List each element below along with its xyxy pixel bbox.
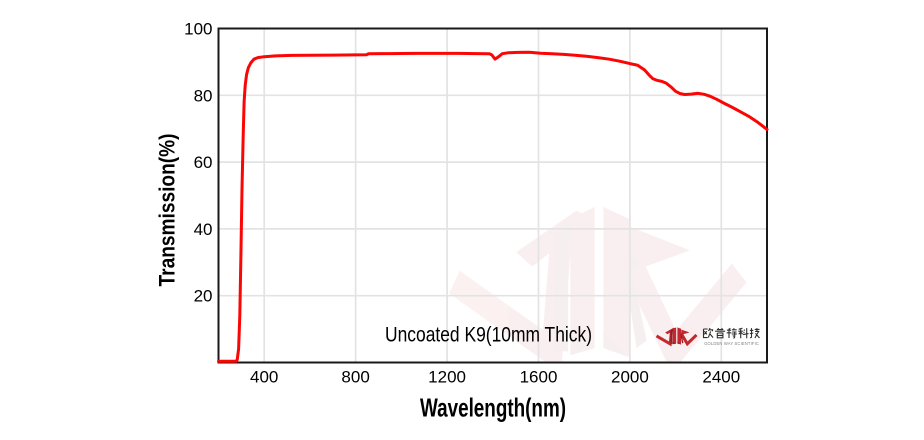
svg-text:2400: 2400 — [702, 368, 740, 387]
svg-text:Uncoated K9(10mm Thick): Uncoated K9(10mm Thick) — [385, 323, 592, 347]
svg-text:Wavelength(nm): Wavelength(nm) — [420, 393, 566, 423]
svg-text:800: 800 — [341, 368, 369, 387]
svg-text:20: 20 — [194, 287, 213, 306]
svg-text:Transmission(%): Transmission(%) — [155, 134, 180, 287]
svg-text:60: 60 — [194, 153, 213, 172]
svg-text:GOLDEN WAY SCIENTIFIC: GOLDEN WAY SCIENTIFIC — [704, 341, 759, 346]
svg-text:40: 40 — [194, 220, 213, 239]
svg-text:100: 100 — [184, 20, 212, 39]
svg-text:400: 400 — [250, 368, 278, 387]
svg-text:2000: 2000 — [611, 368, 649, 387]
svg-text:1600: 1600 — [520, 368, 558, 387]
svg-text:80: 80 — [194, 86, 213, 105]
svg-text:1200: 1200 — [428, 368, 466, 387]
